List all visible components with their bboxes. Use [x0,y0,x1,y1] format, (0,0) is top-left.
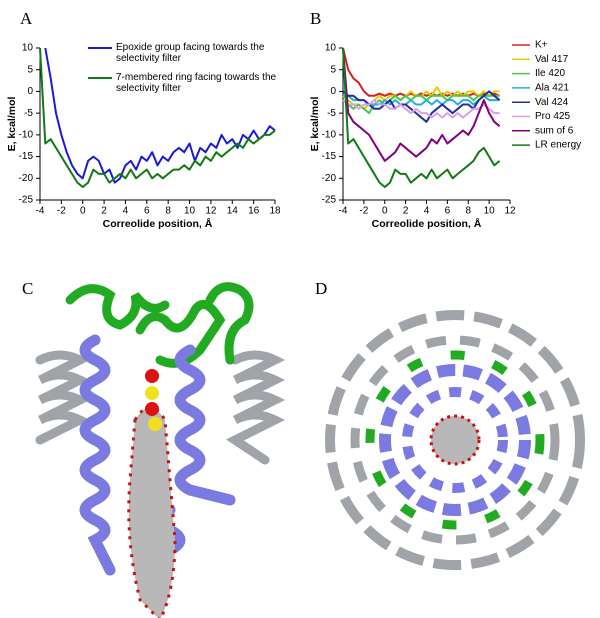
x-axis-title: Correolide position, Å [372,217,482,230]
panel-label: A [20,9,33,28]
x-tick-label: 18 [269,206,281,217]
panel-label: D [315,279,327,298]
x-tick-label: -2 [57,206,66,217]
x-tick-label: 8 [165,206,171,217]
x-tick-label: 8 [465,206,471,217]
y-tick-label: -25 [322,195,337,206]
y-tick-label: -20 [322,173,337,184]
x-axis-title: Correolide position, Å [103,217,213,230]
y-tick-label: -15 [19,151,34,162]
legend-label: Ile 420 [535,68,565,79]
line-series [342,47,501,188]
x-tick-label: 6 [445,206,451,217]
y-tick-label: 5 [330,64,336,75]
legend-box: 7-membered ring facing towards the selec… [116,72,277,94]
y-tick-label: -25 [19,195,34,206]
x-tick-label: 6 [144,206,150,217]
legend-label: Epoxide group facing towards the selecti… [116,42,265,64]
y-tick-label: -20 [19,173,34,184]
line-series [342,47,501,162]
y-tick-label: -10 [19,129,34,140]
y-tick-label: -5 [327,108,336,119]
legend-label: Pro 425 [535,111,570,122]
x-tick-label: 14 [227,206,239,217]
x-tick-label: 10 [184,206,196,217]
y-tick-label: 10 [325,43,337,54]
y-tick-label: -10 [322,129,337,140]
structure-top-view [325,310,585,570]
x-tick-label: 10 [484,206,496,217]
y-tick-label: 0 [27,86,33,97]
x-tick-label: 12 [205,206,217,217]
x-tick-label: 4 [123,206,129,217]
y-tick-label: 0 [330,86,336,97]
x-tick-label: 2 [403,206,409,217]
line-series [44,47,276,184]
legend-label: Val 424 [535,97,569,108]
panel-label: C [22,279,33,298]
x-tick-label: 4 [424,206,430,217]
legend-label: Ala 421 [535,83,569,94]
x-tick-label: -4 [339,206,348,217]
structure-side-view [35,282,286,618]
y-axis-title: E, kcal/mol [309,96,321,151]
y-tick-label: -15 [322,151,337,162]
panel-label: B [310,9,321,28]
x-tick-label: -4 [36,206,45,217]
y-tick-label: -5 [24,108,33,119]
line-series [39,47,276,188]
line-series [342,94,500,115]
x-tick-label: 0 [382,206,388,217]
legend-box: Epoxide group facing towards the selecti… [116,42,265,64]
y-tick-label: 5 [27,64,33,75]
y-axis-title: E, kcal/mol [6,96,18,151]
x-tick-label: 0 [80,206,86,217]
y-tick-label: 10 [22,43,34,54]
legend-label: Val 417 [535,54,569,65]
line-series [342,47,500,97]
legend-label: sum of 6 [535,125,574,136]
line-series [342,99,500,119]
legend-label: 7-membered ring facing towards the selec… [116,72,277,94]
x-tick-label: 2 [101,206,107,217]
legend-label: K+ [535,40,548,51]
x-tick-label: -2 [359,206,368,217]
x-tick-label: 12 [504,206,516,217]
legend-label: LR energy [535,140,581,151]
x-tick-label: 16 [248,206,260,217]
